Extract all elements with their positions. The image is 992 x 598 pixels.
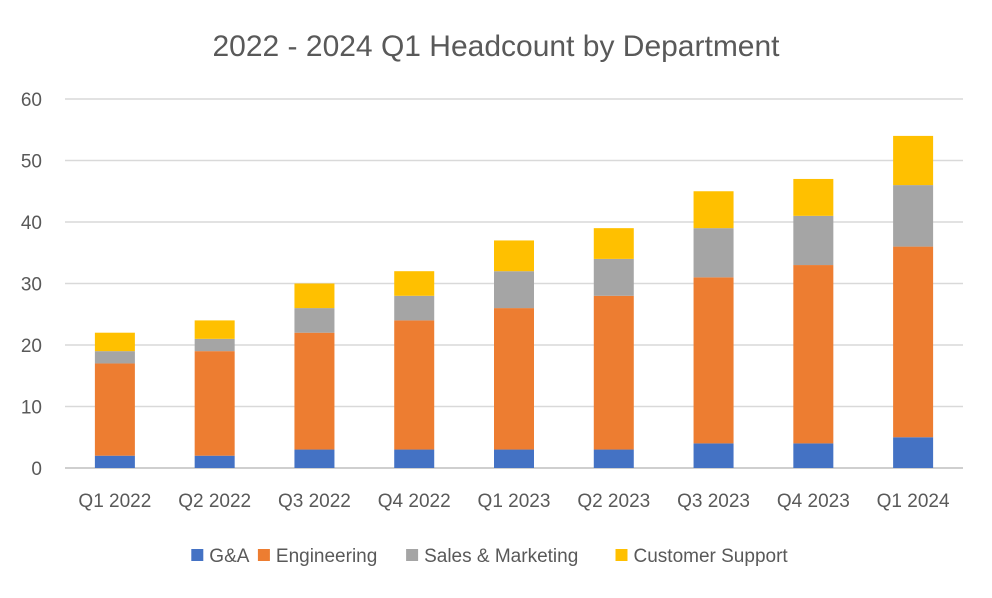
bar-segment [693, 443, 734, 468]
bar-segment [94, 455, 135, 468]
bar-segment [494, 240, 534, 272]
bar-segment [494, 271, 534, 309]
x-tick-label: Q1 2022 [78, 491, 151, 512]
legend-swatch [615, 549, 628, 561]
legend-label: G&A [209, 546, 249, 567]
bar-segment [94, 363, 135, 456]
legend-label: Engineering [276, 546, 377, 567]
bar-segment [893, 437, 934, 468]
bar-segment [194, 455, 235, 468]
bar-segment [693, 228, 734, 278]
x-tick-label: Q2 2022 [178, 491, 251, 512]
legend: G&A Engineering Sales & Marketing Customer … [191, 546, 788, 567]
bar-segment [194, 320, 235, 339]
bar-segment [593, 228, 634, 259]
legend-swatch [191, 549, 204, 561]
legend-swatch [257, 549, 270, 561]
chart-title: 2022 - 2024 Q1 Headcount by Department [212, 30, 780, 63]
bar-segment [294, 332, 335, 450]
y-axis-ticks: 0 10 20 30 40 50 60 [21, 90, 42, 480]
bar-segment [294, 449, 335, 468]
bar-segment [94, 351, 135, 364]
bar-segment [793, 215, 834, 266]
legend-swatch [406, 549, 419, 561]
bar-segment [793, 443, 834, 468]
bar-segment [593, 258, 634, 296]
x-tick-label: Q4 2023 [777, 491, 850, 512]
bar-segment [194, 338, 235, 352]
y-tick-label: 60 [21, 90, 42, 111]
bar-segment [394, 295, 435, 321]
bar-segment [394, 449, 435, 468]
x-tick-label: Q1 2023 [478, 491, 551, 512]
bar-segment [494, 449, 534, 468]
bar-segment [893, 246, 934, 438]
y-tick-label: 50 [21, 152, 42, 173]
bar-segment [494, 308, 534, 450]
bar-segment [394, 271, 435, 296]
bar-segment [793, 265, 834, 444]
y-tick-label: 10 [21, 398, 42, 419]
x-tick-label: Q3 2022 [278, 491, 351, 512]
y-tick-label: 40 [21, 213, 42, 234]
y-tick-label: 0 [31, 459, 42, 480]
bar-segment [693, 277, 734, 444]
x-tick-label: Q2 2023 [577, 491, 650, 512]
bar-segment [693, 191, 734, 229]
x-tick-label: Q4 2022 [378, 491, 451, 512]
y-tick-label: 30 [21, 275, 42, 296]
x-tick-label: Q1 2024 [877, 491, 950, 512]
bar-segment [294, 308, 335, 333]
bar-segment [94, 332, 135, 352]
bar-segment [394, 320, 435, 450]
x-axis-ticks: Q1 2022 Q2 2022 Q3 2022 Q4 2022 Q1 2023 Q2 20… [78, 491, 950, 512]
legend-label: Customer Support [634, 546, 789, 567]
bar-segment [593, 295, 634, 450]
y-tick-label: 20 [21, 336, 42, 357]
bar-segment [893, 135, 934, 186]
bar-segment [194, 351, 235, 456]
bars [94, 135, 934, 468]
x-tick-label: Q3 2023 [677, 491, 750, 512]
bar-segment [593, 449, 634, 468]
bar-segment [893, 185, 934, 247]
bar-segment [793, 178, 834, 216]
bar-segment [294, 283, 335, 309]
legend-label: Sales & Marketing [424, 546, 578, 567]
